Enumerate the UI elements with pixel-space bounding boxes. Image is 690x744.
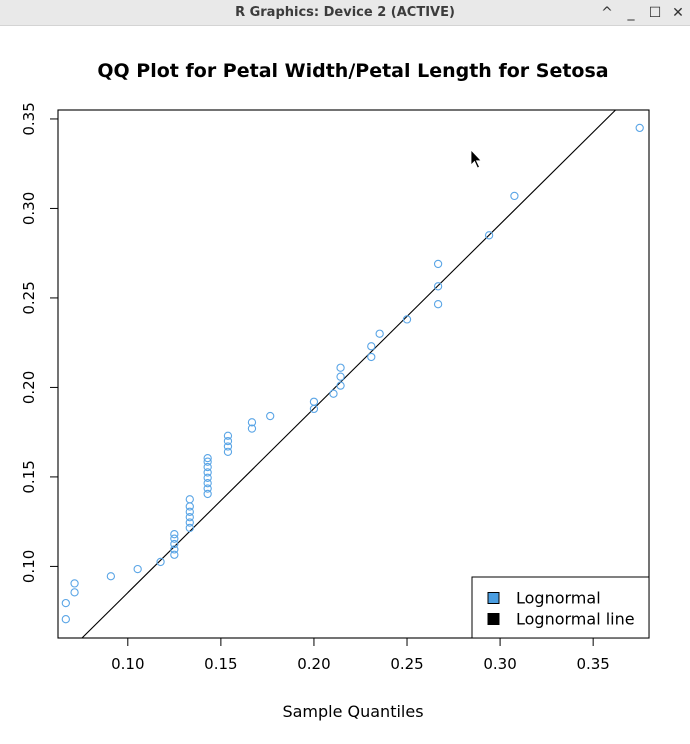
data-point (433, 282, 443, 291)
data-point (375, 329, 384, 338)
data-point (203, 473, 212, 482)
data-point (247, 418, 257, 427)
data-point (203, 457, 212, 466)
x-tick-label: 0.15 (204, 655, 237, 673)
maximize-button[interactable]: ☐ (648, 5, 662, 21)
data-point (203, 479, 212, 488)
data-point (170, 545, 179, 554)
data-point (223, 447, 233, 457)
data-point (223, 442, 233, 451)
data-point (203, 468, 212, 477)
data-point (185, 518, 194, 527)
data-point (484, 231, 494, 240)
data-point (336, 372, 345, 381)
data-point (336, 381, 345, 390)
data-point (203, 484, 212, 493)
data-point (203, 462, 212, 472)
minimize-button[interactable]: _ (627, 5, 635, 21)
reference-line (81, 110, 617, 638)
legend-box (471, 576, 650, 639)
data-point (185, 523, 194, 533)
data-point (156, 557, 165, 567)
y-tick-label: 0.30 (20, 192, 38, 225)
data-point (635, 123, 644, 133)
data-point (106, 572, 116, 581)
data-point (223, 431, 233, 440)
legend: Lognormal Lognormal line (471, 576, 650, 639)
data-point (170, 539, 179, 549)
data-point (185, 495, 194, 504)
data-point (185, 502, 194, 511)
close-button[interactable]: ✕ (672, 5, 684, 21)
x-tick-label: 0.35 (576, 655, 609, 673)
data-point (402, 315, 412, 324)
plot-frame (57, 109, 650, 639)
x-axis-label: Sample Quantiles (282, 702, 423, 721)
x-tick-label: 0.20 (297, 655, 330, 673)
data-point (266, 411, 275, 421)
data-point (203, 489, 212, 499)
data-point (433, 300, 443, 309)
data-point (336, 363, 345, 372)
legend-swatch (487, 613, 500, 625)
qq-plot: QQ Plot for Petal Width/Petal Length for… (20, 60, 650, 721)
y-tick-label: 0.35 (20, 102, 38, 135)
data-point (133, 564, 142, 574)
data-point (170, 534, 179, 543)
data-point (433, 259, 443, 269)
data-point (367, 352, 376, 362)
data-point (70, 588, 79, 597)
legend-label: Lognormal (516, 589, 601, 608)
data-point (61, 615, 70, 624)
data-point (223, 436, 233, 446)
data-point (170, 530, 179, 539)
y-tick-label: 0.15 (20, 460, 38, 493)
window-title: R Graphics: Device 2 (ACTIVE) (235, 5, 455, 20)
data-point (329, 389, 338, 398)
data-point (61, 598, 70, 608)
y-tick-label: 0.20 (20, 371, 38, 404)
y-tick-label: 0.10 (20, 550, 38, 583)
x-tick-label: 0.25 (390, 655, 423, 673)
mouse-cursor-icon (470, 149, 483, 169)
data-point (367, 342, 376, 351)
chart-title: QQ Plot for Petal Width/Petal Length for… (97, 60, 608, 82)
data-point (70, 579, 79, 588)
data-point (185, 513, 194, 522)
data-point (247, 424, 257, 433)
data-point (309, 397, 319, 406)
y-tick-label: 0.25 (20, 281, 38, 314)
x-tick-label: 0.30 (483, 655, 516, 673)
data-point (203, 453, 212, 463)
legend-swatch (487, 592, 500, 604)
x-tick-label: 0.10 (111, 655, 144, 673)
window-titlebar: R Graphics: Device 2 (ACTIVE) ^ _ ☐ ✕ (0, 0, 690, 26)
data-point (510, 191, 519, 201)
legend-label: Lognormal line (516, 610, 635, 629)
collapse-button[interactable]: ^ (601, 5, 613, 21)
data-point (185, 507, 194, 516)
data-point (170, 550, 179, 559)
